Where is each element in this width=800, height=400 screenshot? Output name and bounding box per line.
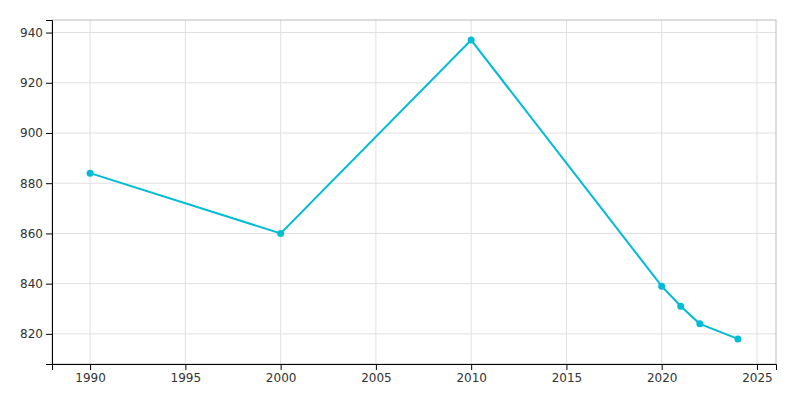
y-tick-mark <box>46 133 52 134</box>
grid-line-y <box>52 283 776 284</box>
point <box>658 283 665 290</box>
grid-line-y <box>52 32 776 33</box>
x-tick-mark <box>376 364 377 370</box>
y-tick-label: 940 <box>20 26 43 40</box>
y-tick-mark <box>46 284 52 285</box>
grid-line-x <box>471 20 472 364</box>
x-tick: 2020 <box>647 364 678 385</box>
point <box>468 37 475 44</box>
y-tick-mark <box>46 83 52 84</box>
x-tick-mark <box>566 364 567 370</box>
y-tick-mark <box>46 33 52 34</box>
y-tick: 940 <box>20 26 52 40</box>
x-tick-label: 2005 <box>361 371 392 385</box>
x-tick: 2000 <box>266 364 297 385</box>
x-tick-label: 1995 <box>171 371 202 385</box>
grid-line-x <box>566 20 567 364</box>
x-tick: 1990 <box>75 364 106 385</box>
x-tick-label: 1990 <box>75 371 106 385</box>
plot-frame <box>52 20 776 364</box>
grid-line-x <box>280 20 281 364</box>
x-tick-mark <box>90 364 91 370</box>
x-axis: 1990 1995 2000 2005 2010 2015 2020 2025 <box>53 364 777 385</box>
grid-line-x <box>185 20 186 364</box>
x-tick-label: 2010 <box>456 371 487 385</box>
x-tick: 2010 <box>456 364 487 385</box>
point <box>87 170 94 177</box>
y-tick: 820 <box>20 327 52 341</box>
grid-line-x <box>756 20 757 364</box>
x-tick: 1995 <box>171 364 202 385</box>
x-tick: 2025 <box>742 364 773 385</box>
x-tick: 2015 <box>552 364 583 385</box>
y-tick-mark <box>46 183 52 184</box>
y-tick: 900 <box>20 126 52 140</box>
y-tick: 920 <box>20 76 52 90</box>
grid-line-y <box>52 82 776 83</box>
chart-container: 1990 1995 2000 2005 2010 2015 2020 2025 820 840 86… <box>0 0 800 400</box>
x-tick-mark <box>471 364 472 370</box>
y-axis-line <box>46 21 53 365</box>
x-tick-mark <box>281 364 282 370</box>
grid-line-y <box>52 132 776 133</box>
x-tick: 2005 <box>361 364 392 385</box>
y-axis: 820 840 860 880 900 920 940 <box>20 21 52 365</box>
x-axis-line <box>53 365 777 371</box>
y-tick: 840 <box>20 277 52 291</box>
x-tick-mark <box>185 364 186 370</box>
chart-svg: 1990 1995 2000 2005 2010 2015 2020 2025 820 840 86… <box>0 0 800 400</box>
y-tick: 880 <box>20 177 52 191</box>
point <box>734 335 741 342</box>
plot-area: 1990 1995 2000 2005 2010 2015 2020 2025 820 840 86… <box>20 20 776 385</box>
y-tick-label: 880 <box>20 177 43 191</box>
x-tick-mark <box>662 364 663 370</box>
x-tick-label: 2020 <box>647 371 678 385</box>
y-tick-label: 900 <box>20 126 43 140</box>
series-group <box>87 37 742 343</box>
y-tick-label: 920 <box>20 76 43 90</box>
y-tick-label: 860 <box>20 227 43 241</box>
y-tick-label: 840 <box>20 277 43 291</box>
x-tick-label: 2000 <box>266 371 297 385</box>
line <box>90 40 738 339</box>
grid-line-x <box>661 20 662 364</box>
grid-line-y <box>52 233 776 234</box>
grid <box>52 20 776 364</box>
y-tick: 860 <box>20 227 52 241</box>
x-tick-label: 2025 <box>742 371 773 385</box>
y-tick-label: 820 <box>20 327 43 341</box>
point <box>696 320 703 327</box>
y-tick-mark <box>46 233 52 234</box>
grid-line-y <box>52 183 776 184</box>
grid-line-x <box>90 20 91 364</box>
point <box>677 303 684 310</box>
grid-line-x <box>375 20 376 364</box>
y-tick-mark <box>46 334 52 335</box>
x-tick-label: 2015 <box>552 371 583 385</box>
grid-line-y <box>52 333 776 334</box>
point <box>277 230 284 237</box>
x-tick-mark <box>757 364 758 370</box>
